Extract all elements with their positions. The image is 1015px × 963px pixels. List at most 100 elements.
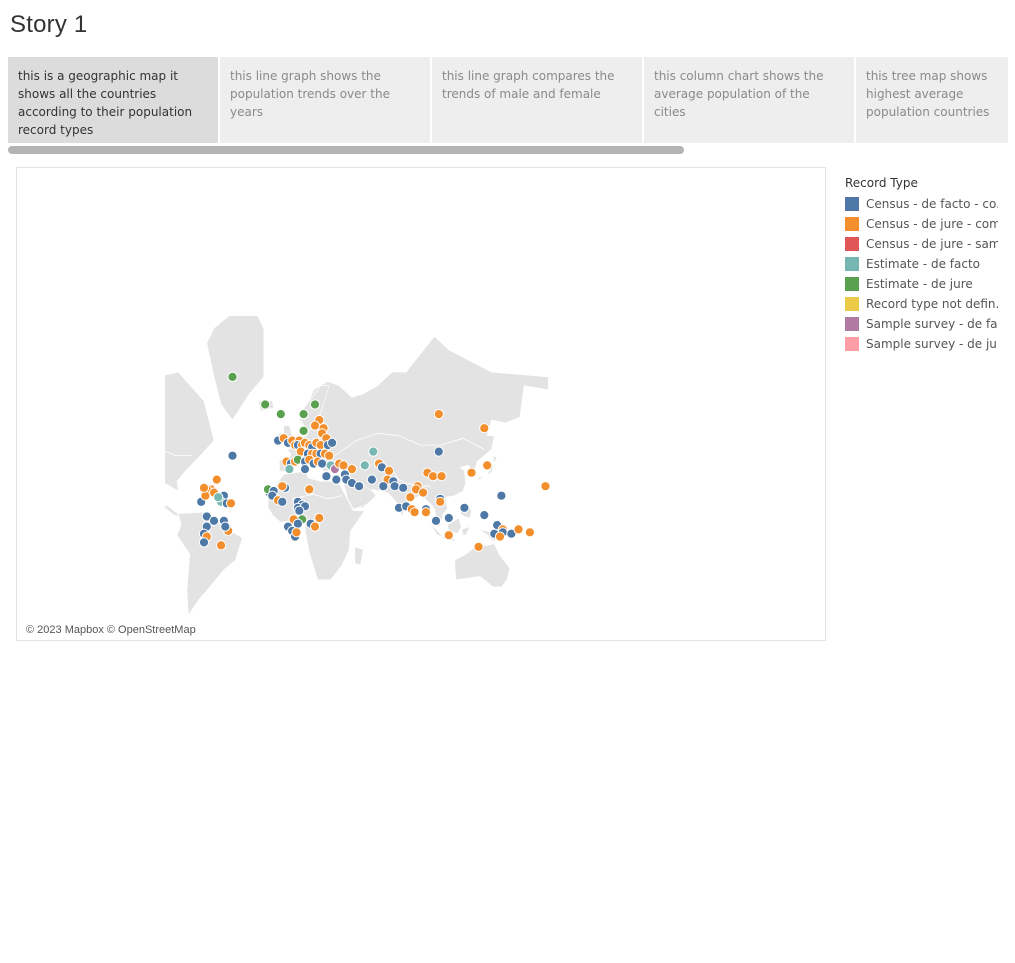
story-navigator: this is a geographic map it shows all th… [8,57,1008,143]
map-point-orange[interactable] [494,531,506,542]
map-point-orange[interactable] [433,409,444,420]
navigator-scrollbar[interactable] [8,146,684,154]
legend-swatch [845,257,859,271]
legend-item-pink[interactable]: Sample survey - de ju.. [845,334,1005,354]
map-point-green[interactable] [275,409,286,420]
map-point-teal[interactable] [284,464,295,475]
map-point-orange[interactable] [216,540,227,551]
map-point-blue[interactable] [443,512,454,524]
map-point-orange[interactable] [405,492,416,503]
map-point-blue[interactable] [430,515,442,526]
legend-item-teal[interactable]: Estimate - de facto [845,254,1005,274]
map-point-teal[interactable] [213,492,224,503]
map-point-orange[interactable] [524,527,536,538]
legend-label: Census - de facto - co.. [866,197,998,211]
map-attribution[interactable]: © 2023 Mapbox © OpenStreetMap [24,624,198,636]
map-canvas[interactable] [17,168,825,640]
map-point-blue[interactable] [331,474,342,485]
land-borneo [446,517,462,535]
map-point-green[interactable] [298,409,309,420]
legend-item-orange[interactable]: Census - de jure - com.. [845,214,1005,234]
map-point-blue[interactable] [496,490,507,501]
legend-label: Census - de jure - sam.. [866,237,998,251]
legend-item-blue[interactable]: Census - de facto - co.. [845,194,1005,214]
map-point-blue[interactable] [198,537,210,548]
map-point-orange[interactable] [436,471,447,482]
map-point-orange[interactable] [304,484,315,495]
land-northamerica [165,371,215,517]
map-point-orange[interactable] [291,527,302,538]
map-point-blue[interactable] [389,481,400,492]
legend-swatch [845,337,859,351]
map-point-blue[interactable] [378,481,389,492]
map-point-orange[interactable] [473,541,484,552]
map-point-blue[interactable] [366,474,377,485]
map-point-blue[interactable] [208,515,220,526]
map-point-orange[interactable] [420,507,432,518]
land-greenland [206,316,265,421]
border-sahara [292,493,343,500]
map-point-blue[interactable] [227,450,238,461]
legend-swatch [845,197,859,211]
map-point-blue[interactable] [294,505,305,516]
land-sulawesi [461,526,471,536]
land-madagascar [354,546,364,566]
story-point-2[interactable]: this line graph shows the population tre… [220,57,430,143]
map-point-orange[interactable] [346,464,358,475]
map-point-orange[interactable] [225,498,237,509]
map-point-orange[interactable] [466,467,477,478]
map-point-orange[interactable] [513,524,524,535]
map-point-blue[interactable] [220,521,231,532]
map-point-blue[interactable] [277,496,288,507]
legend-swatch [845,317,859,331]
map-point-blue[interactable] [321,471,332,482]
legend-label: Record type not defin.. [866,297,998,311]
map-point-teal[interactable] [359,460,370,471]
map-point-orange[interactable] [324,450,335,461]
map-point-orange[interactable] [409,507,420,518]
geographic-map[interactable]: © 2023 Mapbox © OpenStreetMap [16,167,826,641]
story-point-4[interactable]: this column chart shows the average popu… [644,57,854,143]
map-point-orange[interactable] [479,423,490,434]
map-point-blue[interactable] [317,458,328,469]
map-point-blue[interactable] [299,464,311,475]
story-point-5[interactable]: this tree map shows highest average popu… [856,57,1008,143]
map-point-teal[interactable] [368,446,379,457]
legend-swatch [845,217,859,231]
map-point-orange[interactable] [383,465,395,476]
legend-label: Sample survey - de fa.. [866,317,998,331]
story-point-3[interactable]: this line graph compares the trends of m… [432,57,642,143]
map-point-blue[interactable] [479,510,490,521]
map-point-blue[interactable] [327,437,338,448]
map-point-orange[interactable] [198,482,210,493]
map-point-orange[interactable] [309,521,321,532]
map-point-orange[interactable] [540,481,551,492]
map-point-orange[interactable] [443,530,454,541]
map-point-orange[interactable] [482,460,493,471]
map-point-orange[interactable] [418,487,429,498]
map-point-orange[interactable] [435,496,446,507]
legend-swatch [845,297,859,311]
legend-label: Sample survey - de ju.. [866,337,998,351]
map-point-orange[interactable] [338,460,349,471]
story-point-1[interactable]: this is a geographic map it shows all th… [8,57,218,143]
map-point-green[interactable] [309,399,321,410]
legend-item-purple[interactable]: Sample survey - de fa.. [845,314,1005,334]
border-russia-south [334,432,485,457]
legend-item-green[interactable]: Estimate - de jure [845,274,1005,294]
map-point-orange[interactable] [309,420,321,431]
map-point-orange[interactable] [428,471,439,482]
map-point-green[interactable] [227,371,238,382]
map-point-blue[interactable] [354,481,365,492]
map-point-orange[interactable] [314,512,325,524]
map-point-orange[interactable] [277,481,288,492]
map-point-blue[interactable] [459,502,470,513]
map-point-green[interactable] [260,399,271,410]
legend-title: Record Type [845,176,918,190]
legend-item-yellow[interactable]: Record type not defin.. [845,294,1005,314]
map-point-blue[interactable] [398,482,409,493]
map-point-green[interactable] [298,425,309,436]
map-point-orange[interactable] [211,474,222,485]
legend-item-red[interactable]: Census - de jure - sam.. [845,234,1005,254]
map-point-blue[interactable] [433,446,444,457]
